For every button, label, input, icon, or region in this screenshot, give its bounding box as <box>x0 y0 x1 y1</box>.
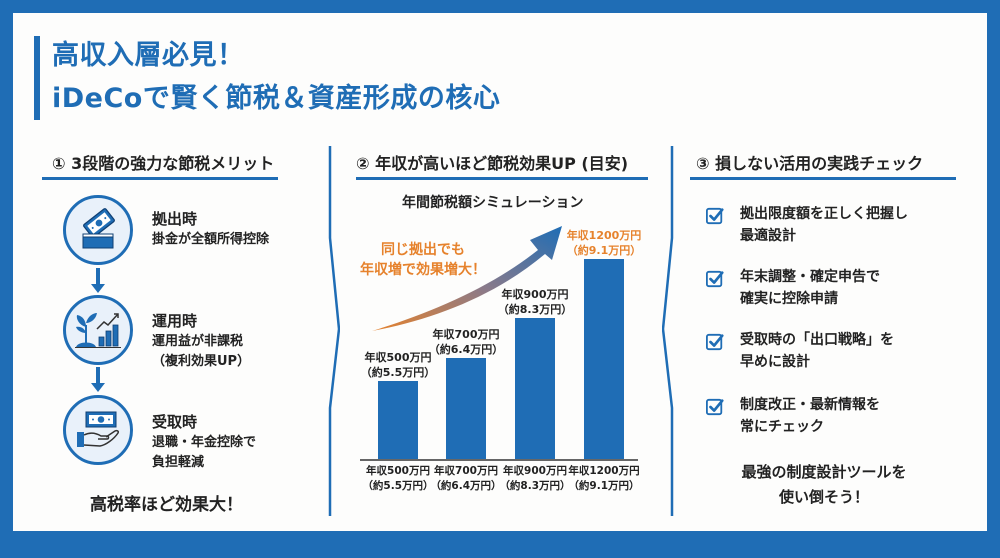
infographic-card <box>13 13 987 531</box>
title-accent-bar <box>34 36 40 120</box>
checkbox-checked-icon <box>706 270 724 288</box>
callout-line-1: 同じ拠出でも <box>381 242 465 258</box>
step-receive-desc-2: 負担軽減 <box>152 455 205 470</box>
step-invest-title: 運用時 <box>152 312 198 330</box>
check-text-4: 制度改正・最新情報を 常にチェック <box>740 397 880 435</box>
column1-heading: ① 3段階の強力な節税メリット <box>52 154 275 173</box>
column3-heading: ③ 損しない活用の実践チェック <box>696 154 924 173</box>
step-invest-desc-2: （複利効果UP） <box>152 354 251 369</box>
x-axis-label-1200: 年収1200万円 （約9.1万円） <box>568 465 640 492</box>
column2-underline <box>356 177 648 180</box>
chart-title: 年間節税額シミュレーション <box>402 195 584 211</box>
column3-closing: 最強の制度設計ツールを 使い倒そう！ <box>741 463 907 506</box>
growth-trend-arrow-icon <box>372 226 562 331</box>
step-deposit-circle <box>63 195 133 265</box>
bar-label-500: 年収500万円 （約5.5万円） <box>360 351 436 379</box>
checkbox-checked-icon <box>706 398 724 416</box>
x-axis-label-500: 年収500万円 （約5.5万円） <box>362 465 434 492</box>
title-line-2: iDeCoで賢く節税＆資産形成の核心 <box>52 83 501 114</box>
check-text-2: 年末調整・確定申告で 確実に控除申請 <box>740 269 880 307</box>
bar-label-700: 年収700万円 （約6.4万円） <box>428 328 504 356</box>
step-invest-desc-1: 運用益が非課税 <box>152 334 244 349</box>
column2-heading: ② 年収が高いほど節税効果UP (目安) <box>356 154 629 173</box>
column1-summary: 高税率ほど効果大！ <box>90 495 243 515</box>
checkbox-checked-icon <box>706 207 724 225</box>
step-connector-1 <box>96 268 100 286</box>
column-divider-right <box>662 146 674 516</box>
step-receive-desc-1: 退職・年金控除で <box>152 435 257 450</box>
bar-900 <box>515 318 555 460</box>
column3-underline <box>690 177 956 180</box>
step-receive-circle <box>63 395 133 465</box>
step-deposit-title: 拠出時 <box>152 210 198 228</box>
bar-700 <box>446 358 486 460</box>
arrow-down-icon <box>91 383 105 392</box>
x-axis-label-700: 年収700万円 （約6.4万円） <box>430 465 502 492</box>
page-title: 高収入層必見！ iDeCoで賢く節税＆資産形成の核心 <box>52 34 500 120</box>
arrow-down-icon <box>91 284 105 293</box>
x-axis-label-900: 年収900万円 （約8.3万円） <box>499 465 571 492</box>
step-deposit-desc: 掛金が全額所得控除 <box>152 232 270 247</box>
plant-growth-chart-icon <box>75 313 121 348</box>
step-receive-title: 受取時 <box>152 413 198 431</box>
check-text-3: 受取時の「出口戦略」を 早めに設計 <box>740 332 894 370</box>
check-text-1: 拠出限度額を正しく把握し 最適設計 <box>740 206 908 244</box>
column-divider-left <box>328 146 340 516</box>
bar-1200 <box>584 259 624 460</box>
title-line-1: 高収入層必見！ <box>52 40 245 71</box>
step-invest-circle <box>63 295 133 365</box>
money-deposit-icon <box>82 208 115 249</box>
bar-label-900: 年収900万円 （約8.3万円） <box>497 288 573 316</box>
checkbox-checked-icon <box>706 333 724 351</box>
column1-underline <box>42 177 278 180</box>
hand-receiving-money-icon <box>77 411 119 447</box>
step-connector-2 <box>96 367 100 385</box>
chart-callout: 同じ拠出でも 年収増で効果増大！ <box>360 240 486 280</box>
bar-label-1200: 年収1200万円 （約9.1万円） <box>566 229 642 257</box>
bar-500 <box>378 381 418 460</box>
chart-baseline <box>360 459 638 461</box>
callout-line-2: 年収増で効果増大！ <box>360 262 486 278</box>
